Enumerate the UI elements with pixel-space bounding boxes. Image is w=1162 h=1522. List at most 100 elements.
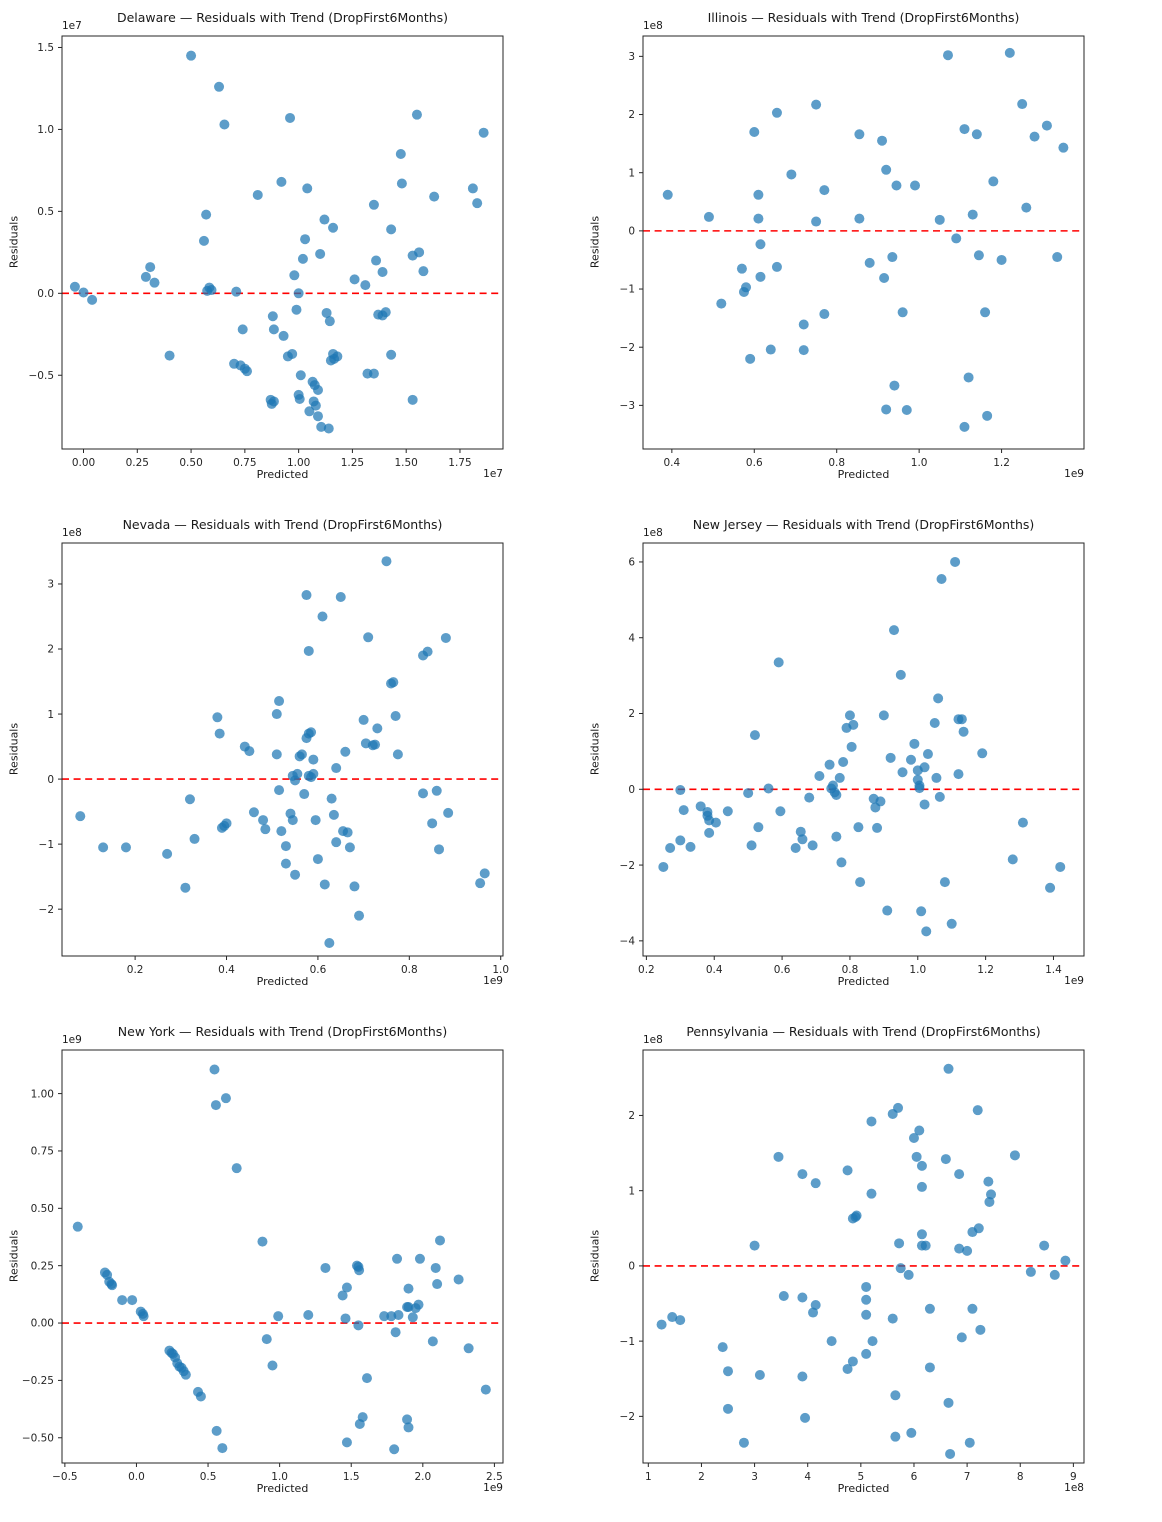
svg-text:1.5: 1.5 (37, 42, 54, 54)
x-axis-offset-text: 1e9 (483, 975, 503, 987)
svg-text:0.8: 0.8 (842, 964, 859, 976)
x-axis-label: Predicted (256, 468, 309, 481)
svg-text:0.5: 0.5 (200, 1471, 217, 1483)
svg-text:2: 2 (628, 109, 635, 121)
svg-text:0.0: 0.0 (128, 1471, 145, 1483)
svg-text:1.25: 1.25 (341, 457, 364, 469)
svg-text:1.50: 1.50 (394, 457, 417, 469)
x-axis-label: Predicted (256, 1482, 309, 1495)
svg-text:1: 1 (645, 1471, 652, 1483)
svg-text:1.0: 1.0 (911, 457, 928, 469)
svg-text:0.0: 0.0 (37, 288, 54, 300)
svg-text:−2: −2 (620, 1411, 635, 1423)
delaware-scatter-canvas: 0.00 0.25 0.50 0.75 1.00 1.25 1.50 1.75 −0.5 0.0 0… (29, 35, 504, 469)
svg-text:1.00: 1.00 (287, 457, 310, 469)
svg-text:3: 3 (751, 1471, 758, 1483)
subplot-nevada: 0.2 0.4 0.6 0.8 1.0 −2 −1 0 1 2 3 Nevada — Residua… (0, 507, 581, 1014)
svg-text:0.2: 0.2 (127, 964, 144, 976)
plot-title: New York — Residuals with Trend (DropFir… (117, 1024, 448, 1039)
plot-title: New Jersey — Residuals with Trend (DropF… (692, 517, 1035, 532)
svg-text:0.50: 0.50 (31, 1203, 54, 1215)
svg-text:2: 2 (628, 708, 635, 720)
svg-text:1: 1 (47, 709, 54, 721)
x-axis-label: Predicted (256, 975, 309, 988)
y-axis-label: Residuals (588, 1229, 602, 1283)
svg-text:2: 2 (698, 1471, 705, 1483)
svg-text:1.00: 1.00 (31, 1088, 54, 1100)
svg-text:5: 5 (857, 1471, 864, 1483)
svg-text:1.0: 1.0 (909, 964, 926, 976)
svg-text:1.2: 1.2 (993, 457, 1010, 469)
svg-text:0.4: 0.4 (706, 964, 723, 976)
x-axis-label: Predicted (837, 1482, 890, 1495)
svg-text:0: 0 (47, 774, 54, 786)
svg-text:−3: −3 (620, 400, 635, 412)
y-axis-label: Residuals (588, 722, 602, 776)
svg-text:0.6: 0.6 (746, 457, 763, 469)
x-axis-label: Predicted (837, 468, 890, 481)
svg-text:0.5: 0.5 (37, 206, 54, 218)
y-axis-offset-text: 1e7 (62, 20, 82, 32)
y-axis-offset-text: 1e8 (643, 1034, 663, 1046)
svg-text:0.6: 0.6 (774, 964, 791, 976)
svg-text:1: 1 (628, 1185, 635, 1197)
subplot-delaware: 0.00 0.25 0.50 0.75 1.00 1.25 1.50 1.75 −0.5 0.0 0… (0, 0, 581, 507)
svg-text:0: 0 (628, 1261, 635, 1273)
y-axis-offset-text: 1e8 (643, 20, 663, 32)
x-axis-offset-text: 1e7 (483, 468, 503, 480)
svg-text:1: 1 (628, 167, 635, 179)
svg-text:6: 6 (911, 1471, 918, 1483)
svg-text:−2: −2 (39, 904, 54, 916)
svg-text:1.5: 1.5 (343, 1471, 360, 1483)
svg-text:−0.5: −0.5 (29, 370, 55, 382)
svg-text:0.00: 0.00 (31, 1318, 54, 1330)
subplot-new-jersey: 0.2 0.4 0.6 0.8 1.0 1.2 1.4 −4 −2 0 2 4 6 New Jersey… (581, 507, 1162, 1014)
svg-text:0: 0 (628, 226, 635, 238)
svg-text:3: 3 (628, 51, 635, 63)
svg-text:−2: −2 (620, 860, 635, 872)
svg-text:1.0: 1.0 (271, 1471, 288, 1483)
pennsylvania-scatter-canvas: 1 2 3 4 5 6 7 8 9 −2 −1 0 1 2 (620, 1049, 1085, 1483)
svg-text:6: 6 (628, 557, 635, 569)
svg-text:0.8: 0.8 (828, 457, 845, 469)
svg-text:4: 4 (804, 1471, 811, 1483)
new-york-scatter-canvas: −0.5 0.0 0.5 1.0 1.5 2.0 2.5 −0.50 −0.25 0.00 0.25… (22, 1049, 504, 1483)
svg-text:0.6: 0.6 (310, 964, 327, 976)
svg-text:2: 2 (628, 1110, 635, 1122)
svg-text:0.4: 0.4 (218, 964, 235, 976)
nevada-scatter-canvas: 0.2 0.4 0.6 0.8 1.0 −2 −1 0 1 2 3 (39, 542, 509, 976)
subplot-illinois: 0.4 0.6 0.8 1.0 1.2 −3 −2 −1 0 1 2 3 Illinois — Res… (581, 0, 1162, 507)
svg-text:−0.50: −0.50 (22, 1432, 54, 1444)
plot-title: Illinois — Residuals with Trend (DropFir… (707, 10, 1020, 25)
svg-text:1.4: 1.4 (1045, 964, 1062, 976)
svg-text:0: 0 (628, 784, 635, 796)
subplot-pennsylvania: 1 2 3 4 5 6 7 8 9 −2 −1 0 1 2 Pennsylvania — Residual… (581, 1014, 1162, 1522)
svg-text:1.2: 1.2 (977, 964, 994, 976)
x-axis-offset-text: 1e9 (1064, 468, 1084, 480)
svg-text:2.5: 2.5 (486, 1471, 503, 1483)
svg-text:0.2: 0.2 (638, 964, 655, 976)
svg-text:−4: −4 (620, 936, 636, 948)
y-axis-label: Residuals (588, 215, 602, 269)
svg-text:0.50: 0.50 (179, 457, 202, 469)
x-axis-offset-text: 1e9 (1064, 975, 1084, 987)
plot-title: Delaware — Residuals with Trend (DropFir… (116, 10, 449, 25)
x-axis-label: Predicted (837, 975, 890, 988)
svg-text:0.75: 0.75 (31, 1146, 54, 1158)
plot-title: Nevada — Residuals with Trend (DropFirst… (122, 517, 443, 532)
svg-text:−1: −1 (39, 839, 54, 851)
subplot-new-york: −0.5 0.0 0.5 1.0 1.5 2.0 2.5 −0.50 −0.25 0.00 0.25… (0, 1014, 581, 1522)
svg-text:0.25: 0.25 (126, 457, 149, 469)
y-axis-label: Residuals (7, 215, 21, 269)
illinois-scatter-canvas: 0.4 0.6 0.8 1.0 1.2 −3 −2 −1 0 1 2 3 (620, 35, 1085, 469)
svg-text:7: 7 (964, 1471, 971, 1483)
svg-text:0.4: 0.4 (663, 457, 680, 469)
y-axis-label: Residuals (7, 1229, 21, 1283)
svg-text:0.75: 0.75 (233, 457, 256, 469)
y-axis-offset-text: 1e8 (643, 527, 663, 539)
new-jersey-scatter-canvas: 0.2 0.4 0.6 0.8 1.0 1.2 1.4 −4 −2 0 2 4 6 (620, 542, 1085, 976)
svg-text:0.8: 0.8 (401, 964, 418, 976)
y-axis-offset-text: 1e9 (62, 1034, 82, 1046)
svg-text:1.0: 1.0 (492, 964, 509, 976)
